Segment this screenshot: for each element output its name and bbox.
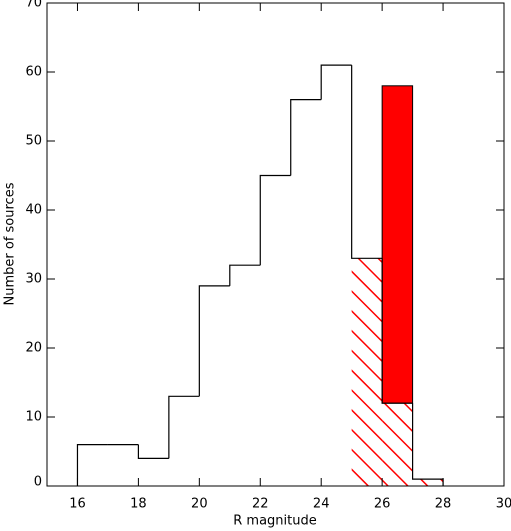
- histogram-step: [198, 285, 230, 397]
- histogram-step: [320, 64, 352, 100]
- y-tick-label: 40: [25, 203, 42, 218]
- y-tick-label: 60: [25, 65, 42, 80]
- histogram-step: [290, 99, 322, 176]
- histogram-step: [76, 444, 108, 486]
- x-tick-label: 20: [191, 497, 208, 512]
- histogram-step: [259, 174, 291, 266]
- x-tick-label: 16: [69, 497, 86, 512]
- x-tick-label: 22: [252, 497, 269, 512]
- y-tick-label: 50: [25, 134, 42, 149]
- x-tick-label: 28: [435, 497, 452, 512]
- x-tick-label: 18: [130, 497, 147, 512]
- x-axis-label: R magnitude: [233, 514, 316, 529]
- histogram-step: [137, 444, 169, 459]
- y-tick-label: 20: [25, 341, 42, 356]
- y-tick-label: 70: [25, 0, 42, 11]
- hatched-bar: [412, 479, 444, 486]
- plot-frame: [46, 2, 505, 487]
- y-axis-label: Number of sources: [3, 182, 18, 305]
- histogram-step: [381, 258, 413, 404]
- y-tick-label: 10: [25, 410, 42, 425]
- range-bar: [381, 85, 414, 404]
- histogram-step: [229, 264, 261, 286]
- histogram-step: [351, 65, 383, 259]
- histogram-step: [168, 395, 200, 459]
- y-tick-label: 0: [34, 475, 42, 490]
- x-tick-label: 30: [496, 497, 511, 512]
- histogram-step: [412, 403, 444, 486]
- y-tick-label: 30: [25, 272, 42, 287]
- hatched-bar: [382, 403, 413, 486]
- x-tick-label: 26: [374, 497, 391, 512]
- hatched-bar: [351, 258, 383, 486]
- x-tick-label: 24: [313, 497, 330, 512]
